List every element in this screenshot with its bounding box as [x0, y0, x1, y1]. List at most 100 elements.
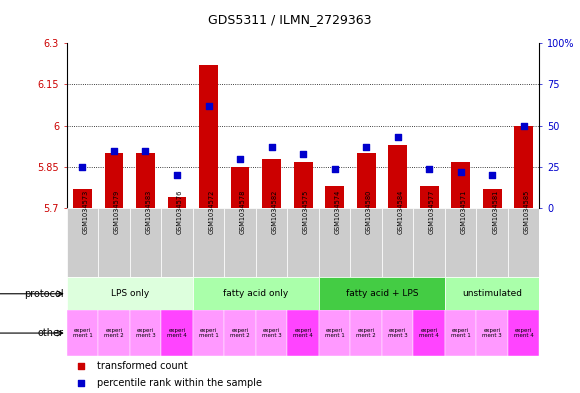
Text: GSM1034576: GSM1034576 — [177, 189, 183, 234]
Text: experi
ment 3: experi ment 3 — [387, 328, 408, 338]
Bar — [161, 310, 193, 356]
Bar — [193, 277, 319, 310]
Text: GSM1034573: GSM1034573 — [82, 189, 89, 234]
Point — [425, 165, 434, 172]
Point — [393, 134, 403, 140]
Point — [204, 103, 213, 109]
Text: GDS5311 / ILMN_2729363: GDS5311 / ILMN_2729363 — [208, 13, 372, 26]
Text: experi
ment 3: experi ment 3 — [482, 328, 502, 338]
Point — [172, 172, 182, 178]
Bar — [193, 310, 224, 356]
Bar — [350, 310, 382, 356]
Bar — [476, 310, 508, 356]
Text: GSM1034582: GSM1034582 — [271, 189, 278, 234]
Bar — [67, 277, 193, 310]
Text: GSM1034584: GSM1034584 — [398, 189, 404, 234]
Text: fatty acid only: fatty acid only — [223, 289, 288, 298]
Point — [235, 156, 245, 162]
Point — [141, 147, 150, 154]
Text: experi
ment 1: experi ment 1 — [198, 328, 219, 338]
Bar — [319, 310, 350, 356]
Bar — [445, 208, 476, 277]
Bar — [256, 208, 287, 277]
Bar — [420, 186, 438, 208]
Point — [78, 164, 87, 170]
Text: GSM1034572: GSM1034572 — [209, 189, 215, 234]
Text: GSM1034574: GSM1034574 — [335, 189, 340, 234]
Point — [330, 165, 339, 172]
Bar — [508, 208, 539, 277]
Bar — [130, 310, 161, 356]
Point — [519, 123, 528, 129]
Bar — [161, 208, 193, 277]
Bar — [287, 310, 319, 356]
Bar — [168, 197, 186, 208]
Text: experi
ment 1: experi ment 1 — [72, 328, 92, 338]
Bar — [136, 153, 155, 208]
Text: GSM1034585: GSM1034585 — [524, 189, 530, 234]
Bar — [357, 153, 375, 208]
Text: transformed count: transformed count — [97, 361, 188, 371]
Text: experi
ment 3: experi ment 3 — [262, 328, 281, 338]
Bar — [508, 310, 539, 356]
Bar — [382, 310, 414, 356]
Text: GSM1034583: GSM1034583 — [146, 189, 151, 234]
Bar — [483, 189, 502, 208]
Bar — [319, 208, 350, 277]
Bar — [414, 310, 445, 356]
Bar — [414, 208, 445, 277]
Point — [267, 144, 276, 151]
Text: protocol: protocol — [24, 289, 64, 299]
Text: percentile rank within the sample: percentile rank within the sample — [97, 378, 262, 387]
Text: experi
ment 2: experi ment 2 — [230, 328, 250, 338]
Point — [456, 169, 465, 175]
Text: GSM1034571: GSM1034571 — [461, 189, 467, 234]
Bar — [231, 167, 249, 208]
Point — [487, 172, 496, 178]
Bar — [67, 310, 98, 356]
Text: experi
ment 2: experi ment 2 — [104, 328, 124, 338]
Bar — [224, 208, 256, 277]
Bar — [98, 208, 130, 277]
Bar — [256, 310, 287, 356]
Bar — [104, 153, 124, 208]
Text: experi
ment 4: experi ment 4 — [419, 328, 439, 338]
Bar — [325, 186, 344, 208]
Text: experi
ment 1: experi ment 1 — [325, 328, 345, 338]
Point — [76, 363, 85, 369]
Text: GSM1034575: GSM1034575 — [303, 189, 309, 234]
Text: experi
ment 4: experi ment 4 — [293, 328, 313, 338]
Bar — [350, 208, 382, 277]
Bar — [514, 126, 533, 208]
Text: experi
ment 2: experi ment 2 — [356, 328, 376, 338]
Bar — [130, 208, 161, 277]
Bar — [98, 310, 130, 356]
Bar — [67, 208, 98, 277]
Bar — [224, 310, 256, 356]
Text: experi
ment 1: experi ment 1 — [451, 328, 470, 338]
Bar — [193, 208, 224, 277]
Text: GSM1034579: GSM1034579 — [114, 189, 120, 234]
Text: GSM1034578: GSM1034578 — [240, 189, 246, 234]
Bar — [287, 208, 319, 277]
Bar — [382, 208, 414, 277]
Text: experi
ment 3: experi ment 3 — [136, 328, 155, 338]
Text: LPS only: LPS only — [111, 289, 149, 298]
Bar — [451, 162, 470, 208]
Bar — [319, 277, 445, 310]
Point — [361, 144, 371, 151]
Text: fatty acid + LPS: fatty acid + LPS — [346, 289, 418, 298]
Bar — [476, 208, 508, 277]
Bar — [388, 145, 407, 208]
Point — [76, 379, 85, 386]
Text: GSM1034580: GSM1034580 — [366, 189, 372, 234]
Point — [298, 151, 307, 157]
Bar — [199, 65, 218, 208]
Text: experi
ment 4: experi ment 4 — [514, 328, 534, 338]
Point — [109, 147, 119, 154]
Text: other: other — [38, 328, 64, 338]
Bar — [293, 162, 313, 208]
Bar — [445, 310, 476, 356]
Bar — [445, 277, 539, 310]
Bar — [73, 189, 92, 208]
